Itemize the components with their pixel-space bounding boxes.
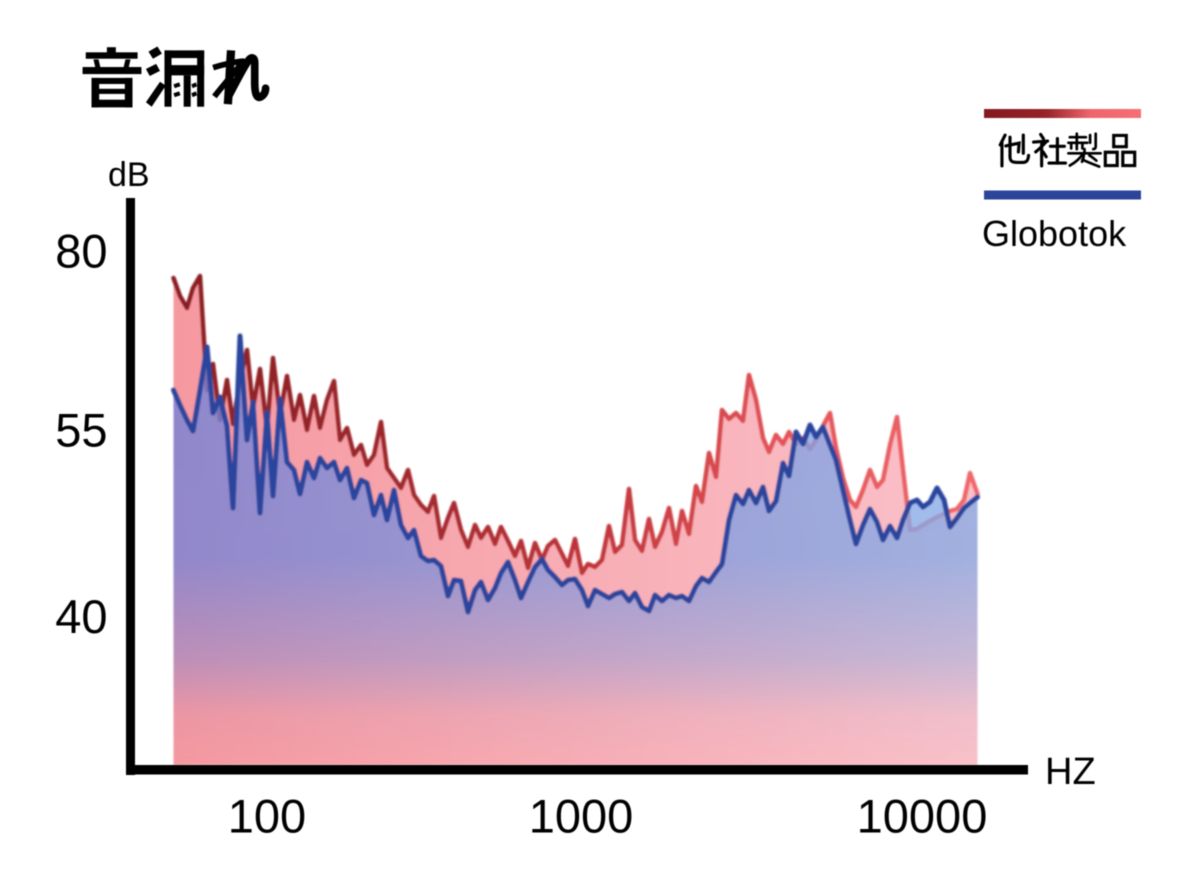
svg-text:40: 40 <box>55 590 107 643</box>
svg-text:55: 55 <box>55 404 107 457</box>
svg-text:1000: 1000 <box>529 790 634 843</box>
svg-text:100: 100 <box>228 790 306 843</box>
svg-text:dB: dB <box>108 156 150 194</box>
svg-text:Globotok: Globotok <box>982 213 1127 254</box>
svg-text:HZ: HZ <box>1045 751 1096 793</box>
svg-text:10000: 10000 <box>857 790 988 843</box>
svg-text:80: 80 <box>55 225 107 278</box>
